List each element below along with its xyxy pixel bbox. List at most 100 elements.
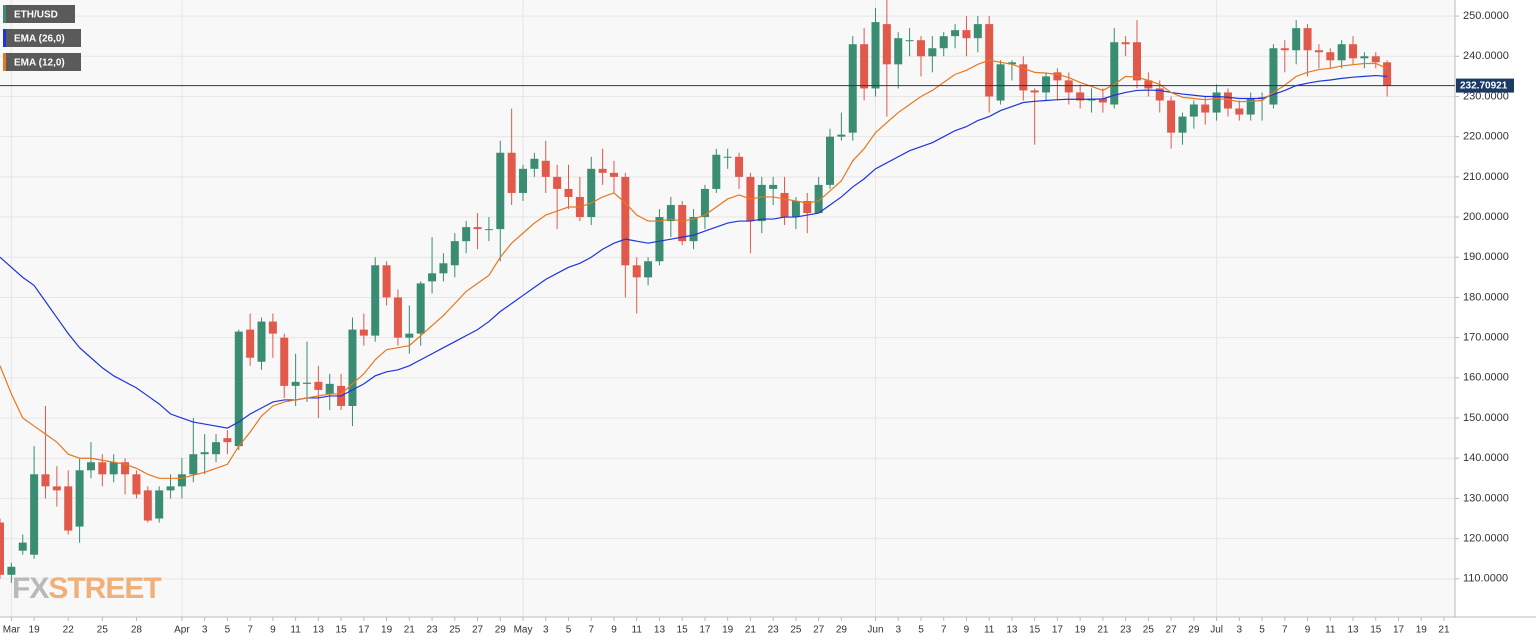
x-tick-label: 19: [722, 625, 734, 636]
legend-box: [3, 29, 81, 47]
candle-body: [0, 522, 4, 575]
legend-label: ETH/USD: [14, 10, 58, 21]
candle-body: [121, 462, 130, 475]
candle-body: [132, 474, 141, 495]
ema-line: [0, 74, 1388, 429]
candle-body: [416, 283, 425, 334]
x-tick-label: 19: [1416, 625, 1428, 636]
candle-body: [723, 156, 732, 158]
legend-swatch: [3, 5, 6, 23]
candle-body: [314, 381, 323, 390]
x-tick-label: 15: [1370, 625, 1382, 636]
x-tick-label: 5: [225, 625, 231, 636]
x-tick-label: 23: [1120, 625, 1132, 636]
x-tick-label: 9: [270, 625, 276, 636]
candle-body: [905, 40, 914, 42]
candle-body: [1042, 76, 1051, 93]
candle-body: [507, 152, 516, 193]
x-tick-label: 15: [1029, 625, 1041, 636]
candle-body: [212, 442, 221, 455]
legend-label: EMA (26,0): [14, 34, 65, 45]
x-tick-label: Jun: [867, 625, 883, 636]
candle-body: [871, 22, 880, 89]
x-tick-label: 9: [1305, 625, 1311, 636]
x-tick-label: Mar: [3, 625, 21, 636]
candle-body: [473, 227, 482, 230]
watermark-street: STREET: [48, 572, 161, 605]
candle-body: [1121, 42, 1130, 45]
candle-body: [1155, 88, 1164, 101]
x-tick-label: 27: [1166, 625, 1178, 636]
candle-body: [848, 44, 857, 133]
x-tick-label: 9: [611, 625, 617, 636]
x-tick-label: 27: [472, 625, 484, 636]
candle-body: [1076, 92, 1085, 101]
x-tick-label: 13: [1006, 625, 1018, 636]
candle-body: [1280, 48, 1289, 51]
candle-body: [803, 200, 812, 214]
candle-body: [177, 474, 186, 487]
y-tick-label: 240.0000: [1463, 50, 1509, 62]
candle-body: [257, 321, 266, 362]
candle-body: [405, 333, 414, 338]
candle-body: [996, 64, 1005, 101]
candle-body: [1030, 90, 1039, 93]
candle-body: [621, 176, 630, 266]
x-tick-label: Jul: [1210, 625, 1223, 636]
candle-body: [1167, 100, 1176, 133]
candle-body: [860, 44, 869, 89]
x-tick-label: 11: [290, 625, 301, 636]
candle-body: [155, 490, 164, 519]
x-tick-label: 17: [358, 625, 370, 636]
candle-body: [814, 184, 823, 214]
candle-body: [462, 227, 471, 242]
candle-body: [1201, 104, 1210, 113]
candle-body: [109, 462, 118, 475]
candle-body: [632, 265, 641, 278]
candle-body: [837, 134, 846, 137]
candle-body: [519, 168, 528, 193]
candle-body: [951, 30, 960, 37]
y-tick-label: 230.0000: [1463, 90, 1509, 102]
candle-body: [348, 329, 357, 406]
legend-swatch: [3, 53, 6, 71]
x-tick-label: 11: [632, 625, 643, 636]
candle-body: [143, 490, 152, 521]
candle-body: [826, 136, 835, 185]
candle-body: [1246, 98, 1255, 115]
candle-body: [1303, 28, 1312, 51]
candle-body: [200, 452, 209, 455]
candle-body: [1360, 56, 1369, 59]
candle-body: [1292, 28, 1301, 51]
x-tick-label: 17: [1393, 625, 1405, 636]
candle-body: [1064, 80, 1073, 93]
candle-body: [325, 383, 334, 394]
ema-line: [0, 59, 1388, 479]
y-tick-label: 170.0000: [1463, 332, 1509, 344]
x-tick-label: 3: [543, 625, 549, 636]
x-tick-label: May: [514, 625, 533, 636]
candle-body: [18, 542, 27, 551]
candle-body: [939, 36, 948, 49]
candle-body: [928, 48, 937, 57]
x-tick-label: 29: [836, 625, 848, 636]
candle-body: [1349, 44, 1358, 59]
candle-body: [882, 24, 891, 65]
candle-body: [1223, 92, 1232, 109]
x-tick-label: Apr: [174, 625, 190, 636]
candle-body: [1098, 98, 1107, 103]
candle-body: [86, 462, 95, 471]
x-tick-label: 17: [1052, 625, 1064, 636]
y-tick-label: 200.0000: [1463, 211, 1509, 223]
candle-body: [757, 184, 766, 222]
candle-body: [530, 158, 539, 169]
x-tick-label: 7: [247, 625, 253, 636]
x-tick-label: 13: [313, 625, 325, 636]
x-tick-label: 17: [699, 625, 711, 636]
candle-body: [1314, 50, 1323, 53]
x-tick-label: 19: [1075, 625, 1087, 636]
x-tick-label: 7: [588, 625, 594, 636]
watermark-fx: FX: [12, 572, 49, 605]
